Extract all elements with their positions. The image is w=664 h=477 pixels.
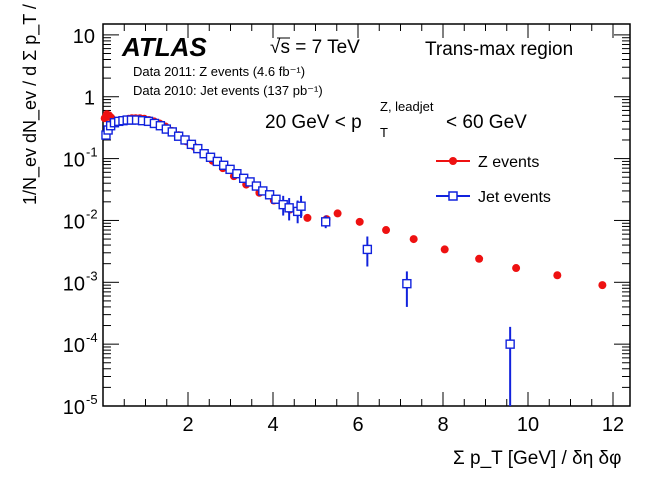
data-point — [402, 278, 412, 289]
data-note-z: Data 2011: Z events (4.6 fb⁻¹) — [133, 64, 305, 79]
y-tick-label: 10 — [63, 273, 85, 295]
data-point — [321, 217, 331, 227]
y-axis-title: 1/N_ev dN_ev / d Σ p_T / δη δφ — [20, 0, 41, 205]
data-point — [440, 245, 449, 254]
y-tick-label: 10 — [63, 150, 85, 172]
data-point — [512, 264, 521, 273]
y-tick-label: 10 — [63, 397, 85, 419]
svg-text:Z events: Z events — [478, 154, 539, 171]
energy-label: √s = 7 TeV — [270, 37, 360, 58]
y-tick-label: 10 — [63, 335, 85, 357]
data-point — [303, 213, 312, 222]
legend: Z events Jet events — [436, 154, 551, 206]
svg-text:< 60 GeV: < 60 GeV — [446, 112, 527, 133]
svg-text:Z, leadjet: Z, leadjet — [380, 99, 434, 114]
data-point — [362, 244, 373, 255]
x-axis-title: Σ p_T [GeV] / δη δφ — [453, 448, 621, 469]
data-point — [382, 226, 391, 235]
y-tick-label: 10 — [73, 26, 95, 48]
region-label: Trans-max region — [425, 39, 573, 60]
x-tick-label: 4 — [267, 414, 278, 436]
data-point — [409, 235, 418, 244]
x-tick-label: 6 — [352, 414, 363, 436]
y-tick-exponent: -5 — [86, 392, 98, 407]
svg-text:Jet events: Jet events — [478, 189, 551, 206]
y-tick-exponent: -4 — [86, 330, 98, 345]
data-point — [598, 281, 607, 290]
data-point — [475, 254, 484, 263]
x-tick-label: 12 — [602, 414, 624, 436]
data-point — [284, 203, 294, 213]
data-point — [355, 217, 364, 226]
data-series — [100, 110, 607, 406]
cut-label: 20 GeV < p T Z, leadjet < 60 GeV — [265, 99, 527, 140]
data-point — [553, 271, 562, 280]
svg-text:1/N_ev dN_ev / d Σ p_T / δη δφ: 1/N_ev dN_ev / d Σ p_T / δη δφ — [20, 0, 41, 205]
x-tick-label: 2 — [182, 414, 193, 436]
y-tick-exponent: -2 — [86, 206, 98, 221]
svg-text:20 GeV < p: 20 GeV < p — [265, 112, 362, 133]
data-point — [333, 209, 342, 218]
y-tick-exponent: -3 — [86, 268, 98, 283]
x-tick-label: 8 — [437, 414, 448, 436]
plot-frame — [102, 23, 631, 407]
y-tick-label: 1 — [84, 88, 95, 110]
x-axis-ticks: 2 4 6 8 10 12 — [123, 24, 624, 436]
svg-text:T: T — [380, 125, 388, 140]
data-point — [296, 201, 306, 211]
y-tick-exponent: -1 — [86, 145, 98, 160]
data-point — [271, 194, 281, 204]
data-point — [505, 339, 515, 349]
data-point — [193, 143, 203, 154]
x-tick-label: 10 — [517, 414, 539, 436]
data-note-jet: Data 2010: Jet events (137 pb⁻¹) — [133, 83, 323, 98]
data-point — [251, 181, 262, 191]
experiment-label: ATLAS — [121, 32, 207, 62]
legend-entry-jet: Jet events — [436, 189, 551, 206]
series-jet-events — [101, 115, 515, 406]
y-tick-label: 10 — [63, 211, 85, 233]
legend-entry-z: Z events — [436, 154, 539, 171]
